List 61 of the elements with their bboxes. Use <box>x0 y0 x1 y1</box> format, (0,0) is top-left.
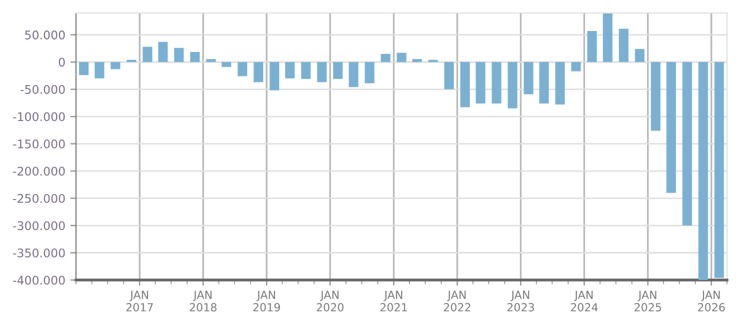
bar <box>270 62 280 90</box>
bar <box>158 42 168 62</box>
bar <box>682 62 692 226</box>
bar <box>190 52 200 62</box>
bar <box>317 62 327 82</box>
bar <box>476 62 486 104</box>
x-tick-label: JAN 2022 <box>444 290 470 312</box>
y-tick-label: 0 <box>58 58 65 67</box>
x-tick-label: JAN 2025 <box>634 290 662 312</box>
y-tick-label: -200.000 <box>13 166 65 176</box>
x-tick-label: JAN 2026 <box>698 290 725 312</box>
bar <box>333 62 343 79</box>
bar <box>94 62 104 78</box>
x-tick-label: JAN 2020 <box>316 290 344 312</box>
bar <box>396 52 406 62</box>
bar <box>555 62 565 105</box>
y-tick-label: -400.000 <box>13 276 65 285</box>
x-tick-label: JAN 2023 <box>507 290 534 312</box>
bar <box>602 14 612 62</box>
y-tick-label: -250.000 <box>13 194 65 203</box>
bar <box>142 46 152 62</box>
bar <box>539 62 549 104</box>
bar <box>571 62 581 72</box>
bar <box>285 62 295 78</box>
bar <box>492 62 502 104</box>
x-tick-label: JAN 2019 <box>253 290 280 312</box>
bar <box>460 62 470 108</box>
bar <box>650 62 660 131</box>
bar <box>238 62 248 76</box>
bar <box>110 62 120 70</box>
bar <box>364 62 374 84</box>
x-tick-label: JAN 2021 <box>380 290 407 312</box>
y-tick-label: -50.000 <box>20 85 65 94</box>
y-tick-label: -100.000 <box>13 112 65 122</box>
bar <box>126 60 136 62</box>
x-tick-label: JAN 2018 <box>190 290 217 312</box>
bar <box>508 62 518 108</box>
y-tick-label: -150.000 <box>13 140 65 148</box>
bar <box>174 48 184 62</box>
bar <box>714 62 724 278</box>
bar <box>428 60 438 62</box>
bar <box>206 59 216 62</box>
x-tick-label: JAN 2024 <box>570 290 598 312</box>
bar <box>348 62 358 88</box>
bar <box>444 62 454 90</box>
y-tick-label: 50.000 <box>25 30 65 40</box>
bar <box>587 30 597 62</box>
bar <box>222 62 232 67</box>
x-tick-label: JAN 2017 <box>126 290 153 312</box>
bar <box>254 62 264 82</box>
bar <box>666 62 676 193</box>
y-tick-label: -300.000 <box>13 221 65 230</box>
bar <box>524 62 534 94</box>
bar <box>634 48 644 62</box>
bar <box>380 54 390 62</box>
bar <box>412 59 422 62</box>
y-tick-label: -350.000 <box>13 248 65 258</box>
bar <box>79 62 89 76</box>
bar <box>618 28 628 62</box>
bar <box>301 62 311 79</box>
bar <box>698 62 708 280</box>
